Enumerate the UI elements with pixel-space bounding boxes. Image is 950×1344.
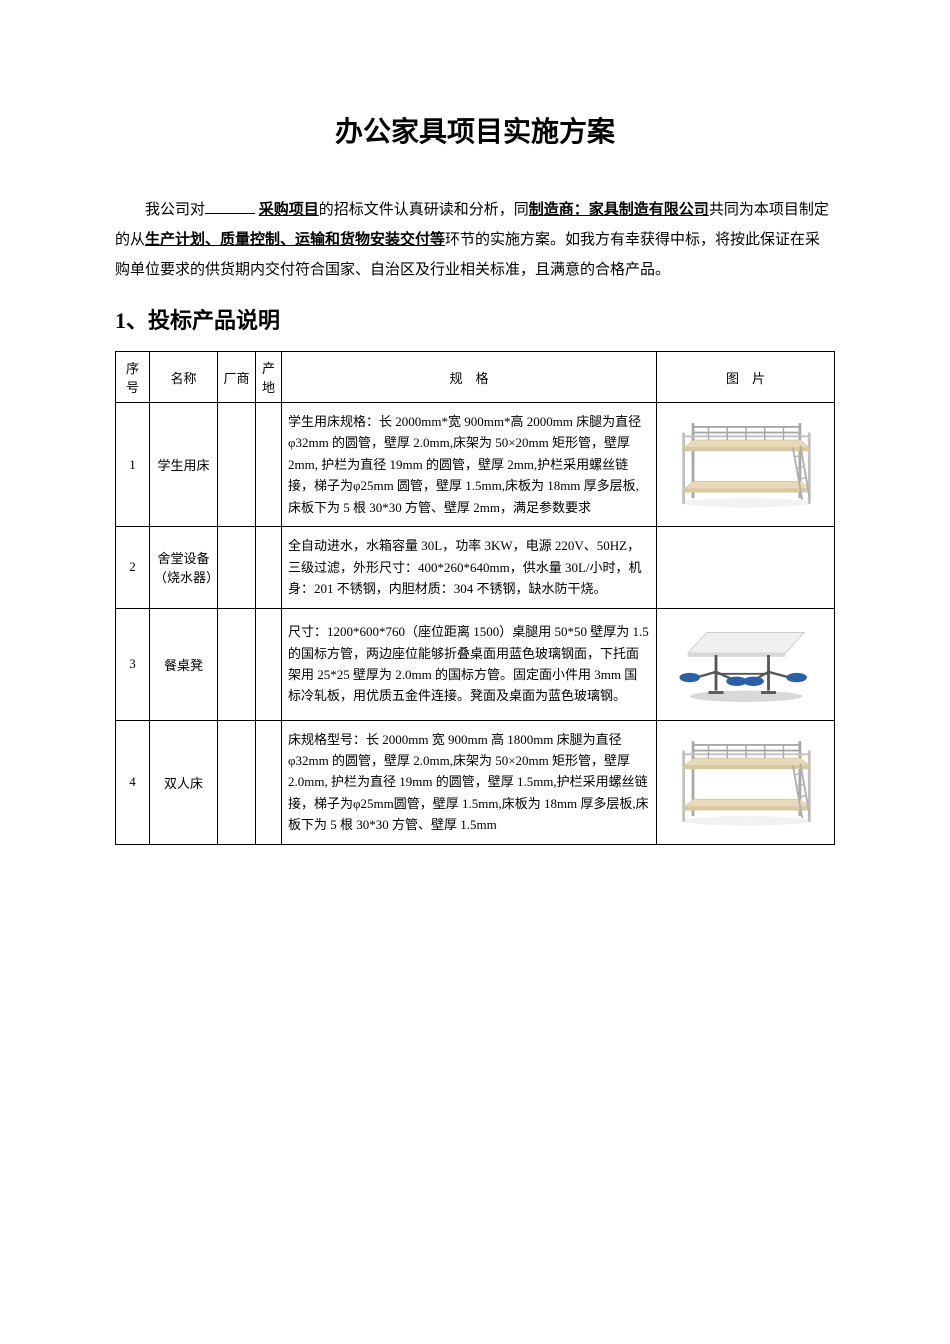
cell-spec: 床规格型号：长 2000mm 宽 900mm 高 1800mm 床腿为直径φ32…: [282, 720, 657, 844]
cell-origin: [256, 608, 282, 720]
intro-phases: 生产计划、质量控制、运输和货物安装交付等: [145, 232, 445, 248]
cell-name: 舍堂设备（烧水器）: [150, 527, 218, 608]
intro-project: 采购项目: [259, 202, 319, 218]
cell-name: 双人床: [150, 720, 218, 844]
section-1-number: 1: [115, 308, 126, 333]
table-row: 3餐桌凳尺寸：1200*600*760（座位距离 1500）桌腿用 50*50 …: [116, 608, 835, 720]
cell-origin: [256, 720, 282, 844]
table-header-row: 序号 名称 厂商 产地 规 格 图 片: [116, 352, 835, 403]
bunk-bed-icon: [671, 415, 821, 510]
cell-image: [657, 720, 835, 844]
cell-seq: 4: [116, 720, 150, 844]
product-table: 序号 名称 厂商 产地 规 格 图 片 1学生用床学生用床规格：长 2000mm…: [115, 351, 835, 845]
cell-vendor: [218, 720, 256, 844]
page-title: 办公家具项目实施方案: [115, 110, 835, 150]
section-1-heading: 1、投标产品说明: [115, 303, 835, 335]
cell-image: [657, 403, 835, 527]
th-seq: 序号: [116, 352, 150, 403]
cell-image: [657, 608, 835, 720]
intro-paragraph: 我公司对 采购项目的招标文件认真研读和分析，同制造商：家具制造有限公司共同为本项…: [115, 195, 835, 285]
cell-seq: 1: [116, 403, 150, 527]
intro-blank: [205, 213, 255, 214]
cell-origin: [256, 403, 282, 527]
cell-seq: 2: [116, 527, 150, 608]
intro-prefix: 我公司对: [145, 202, 205, 218]
th-spec: 规 格: [282, 352, 657, 403]
th-name: 名称: [150, 352, 218, 403]
cell-seq: 3: [116, 608, 150, 720]
section-1-text: 、投标产品说明: [126, 308, 280, 333]
th-img: 图 片: [657, 352, 835, 403]
bunk-bed-icon: [671, 733, 821, 828]
th-origin: 产地: [256, 352, 282, 403]
intro-manufacturer: 制造商：家具制造有限公司: [529, 202, 709, 218]
canteen-table-icon: [671, 615, 821, 710]
table-row: 2舍堂设备（烧水器） 全自动进水，水箱容量 30L，功率 3KW，电源 220V、…: [116, 527, 835, 608]
intro-mid1: 的招标文件认真研读和分析，同: [319, 202, 529, 218]
cell-spec: 学生用床规格：长 2000mm*宽 900mm*高 2000mm 床腿为直径φ3…: [282, 403, 657, 527]
table-row: 1学生用床学生用床规格：长 2000mm*宽 900mm*高 2000mm 床腿…: [116, 403, 835, 527]
cell-name: 餐桌凳: [150, 608, 218, 720]
table-row: 4双人床床规格型号：长 2000mm 宽 900mm 高 1800mm 床腿为直…: [116, 720, 835, 844]
th-vendor: 厂商: [218, 352, 256, 403]
cell-image: [657, 527, 835, 608]
cell-spec: 全自动进水，水箱容量 30L，功率 3KW，电源 220V、50HZ，三级过滤，…: [282, 527, 657, 608]
cell-vendor: [218, 403, 256, 527]
cell-spec: 尺寸：1200*600*760（座位距离 1500）桌腿用 50*50 壁厚为 …: [282, 608, 657, 720]
cell-vendor: [218, 527, 256, 608]
cell-origin: [256, 527, 282, 608]
cell-vendor: [218, 608, 256, 720]
cell-name: 学生用床: [150, 403, 218, 527]
